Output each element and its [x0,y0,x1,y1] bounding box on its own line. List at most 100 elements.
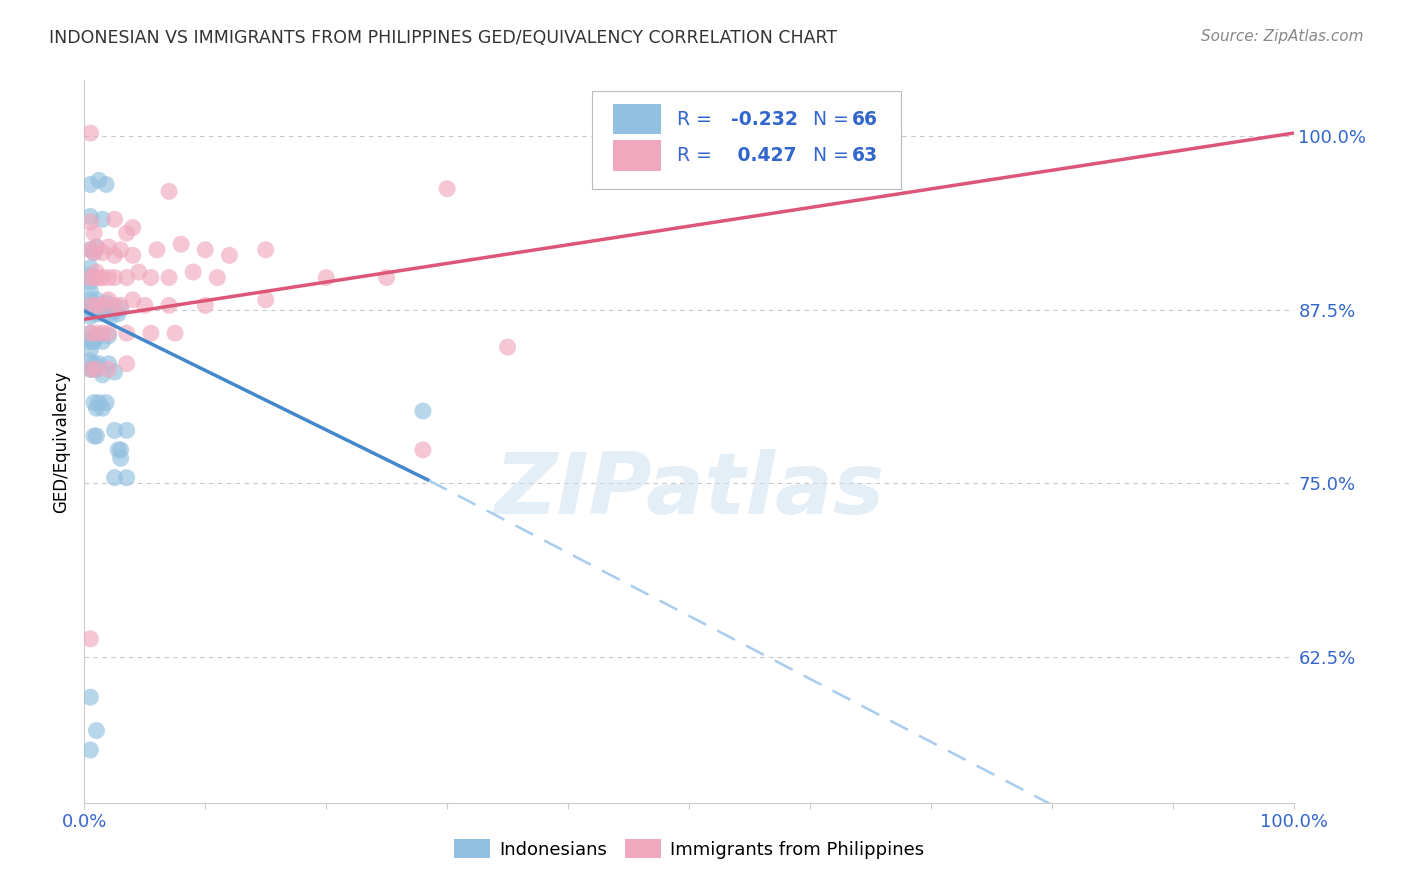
Point [97,326,120,341]
Point [254,293,277,307]
Point [110,451,132,466]
Point [115,226,138,240]
Point [115,357,138,371]
Point [91,301,114,315]
Point [79,293,101,307]
Point [110,243,132,257]
Point [97,362,120,376]
Point [254,243,277,257]
Point [82,334,104,349]
Point [83,334,105,349]
Point [412,442,434,457]
Text: 66: 66 [852,110,879,128]
FancyBboxPatch shape [613,140,661,170]
Point [86,429,108,443]
Point [97,307,120,321]
Point [97,329,120,343]
Point [94,295,117,310]
Point [104,424,127,438]
Text: N =: N = [801,110,855,128]
Point [79,690,101,705]
Point [79,178,101,192]
Point [115,424,138,438]
Point [79,354,101,368]
Point [104,304,127,318]
Point [79,126,101,140]
Text: ZIPatlas: ZIPatlas [494,449,884,532]
Point [139,326,162,341]
Point [315,270,337,285]
Point [181,265,204,279]
Point [83,245,105,260]
Point [79,343,101,357]
Point [79,632,101,646]
Point [104,248,127,262]
Point [86,326,108,341]
Point [87,329,110,343]
Point [79,310,101,324]
Point [86,265,108,279]
Text: R =: R = [676,110,717,128]
Point [86,401,108,416]
Point [146,243,169,257]
FancyBboxPatch shape [592,91,901,189]
Point [91,334,114,349]
Point [86,298,108,312]
Point [79,326,101,341]
Text: Source: ZipAtlas.com: Source: ZipAtlas.com [1201,29,1364,44]
Point [91,245,114,260]
Point [94,178,117,192]
Point [97,357,120,371]
Point [87,395,110,409]
Point [79,301,101,315]
Text: 0.427: 0.427 [731,146,797,165]
Point [139,270,162,285]
Point [79,210,101,224]
Point [79,285,101,299]
Point [194,298,217,312]
Y-axis label: GED/Equivalency: GED/Equivalency [52,370,70,513]
Point [104,365,127,379]
Point [82,304,104,318]
Point [79,275,101,289]
Point [79,362,101,376]
Point [104,270,127,285]
Point [121,293,143,307]
Text: 63: 63 [852,146,879,165]
Point [87,357,110,371]
Point [157,185,180,199]
Point [104,212,127,227]
Point [115,471,138,485]
Point [872,126,894,140]
Point [496,340,519,354]
Point [107,442,129,457]
Point [121,248,143,262]
Point [83,307,105,321]
Point [107,307,129,321]
Point [91,298,114,312]
Point [86,240,108,254]
Point [91,401,114,416]
Point [83,270,105,285]
Point [94,395,117,409]
Point [79,334,101,349]
Point [97,240,120,254]
Point [100,310,122,324]
Point [165,326,187,341]
Point [375,270,398,285]
Point [91,212,114,227]
Point [87,173,110,187]
Point [83,245,105,260]
Point [86,362,108,376]
Point [83,429,105,443]
Point [97,293,120,307]
Point [79,270,101,285]
Point [207,270,229,285]
Point [79,743,101,757]
Legend: Indonesians, Immigrants from Philippines: Indonesians, Immigrants from Philippines [447,832,931,866]
Point [115,326,138,341]
Point [82,362,104,376]
Point [86,362,108,376]
Point [86,240,108,254]
Point [97,270,120,285]
